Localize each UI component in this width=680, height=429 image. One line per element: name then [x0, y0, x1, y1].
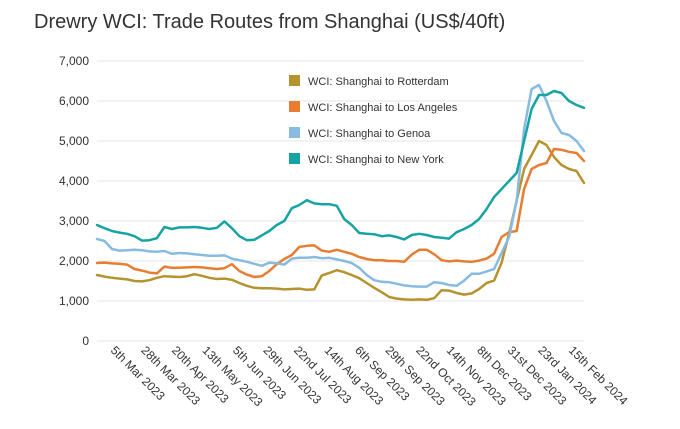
y-tick-label: 5,000 [59, 134, 89, 148]
y-tick-label: 0 [82, 334, 89, 348]
y-tick-label: 6,000 [59, 94, 89, 108]
y-tick-label: 3,000 [59, 214, 89, 228]
legend-label: WCI: Shanghai to New York [308, 154, 444, 166]
y-tick-label: 4,000 [59, 174, 89, 188]
legend-label: WCI: Shanghai to Genoa [308, 128, 431, 140]
y-tick-label: 2,000 [59, 254, 89, 268]
chart-title: Drewry WCI: Trade Routes from Shanghai (… [34, 11, 506, 33]
series-line [95, 139, 586, 302]
series-line [95, 89, 586, 242]
legend-swatch [289, 75, 300, 86]
series-line [95, 147, 586, 279]
series-line [95, 83, 586, 288]
y-tick-label: 7,000 [59, 54, 89, 68]
legend-swatch [289, 153, 300, 164]
legend-label: WCI: Shanghai to Los Angeles [308, 102, 458, 114]
legend-label: WCI: Shanghai to Rotterdam [308, 76, 449, 88]
legend-swatch [289, 101, 300, 112]
legend-swatch [289, 127, 300, 138]
y-tick-label: 1,000 [59, 294, 89, 308]
